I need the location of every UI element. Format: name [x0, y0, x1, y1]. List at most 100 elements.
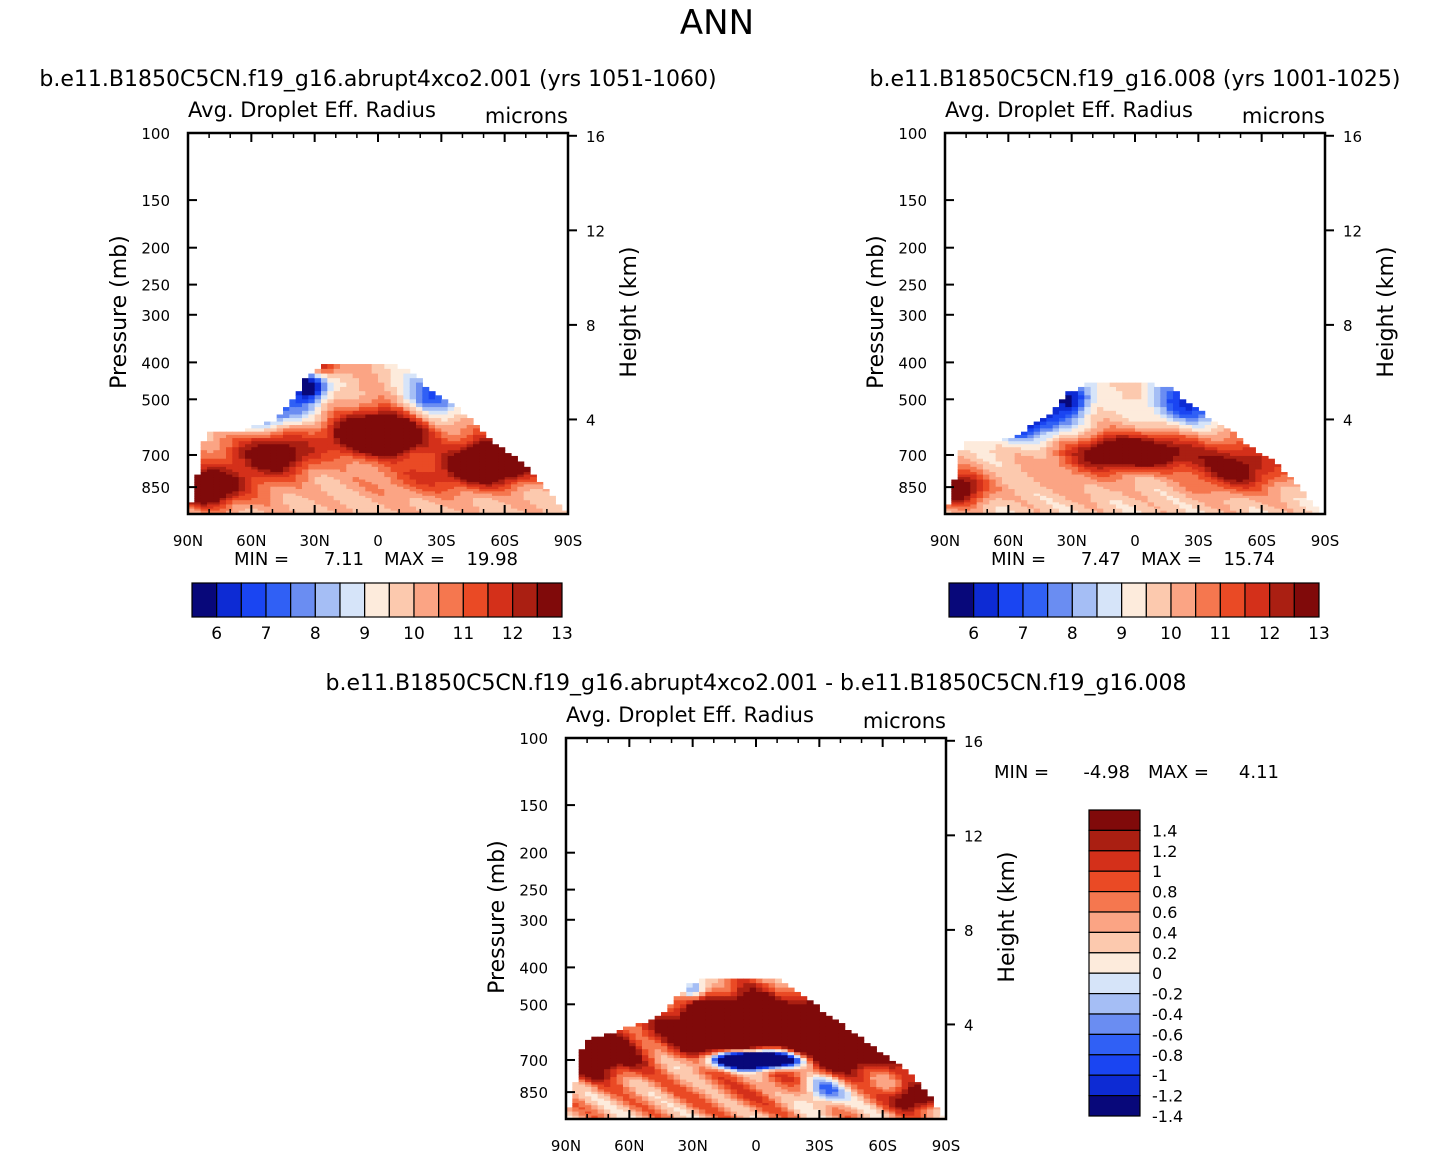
contour-cell	[578, 1089, 586, 1093]
contour-cell	[1135, 410, 1142, 416]
contour-cell	[1166, 481, 1174, 485]
colorbar-label: 11	[453, 624, 475, 644]
contour-cell	[976, 486, 984, 490]
contour-cell	[1021, 502, 1028, 506]
contour-cell	[680, 1071, 687, 1076]
contour-cell	[403, 391, 411, 396]
contour-cell	[549, 508, 556, 512]
contour-cell	[1236, 491, 1244, 495]
contour-cell	[1014, 464, 1022, 468]
contour-cell	[591, 1052, 599, 1056]
contour-cell	[1046, 444, 1054, 448]
contour-cell	[435, 447, 442, 451]
contour-cell	[1293, 484, 1301, 488]
contour-cell	[257, 500, 265, 503]
contour-cell	[390, 425, 398, 429]
contour-cell	[1021, 438, 1028, 442]
contour-cell	[378, 481, 385, 485]
contour-cell	[403, 382, 411, 388]
contour-cell	[1230, 489, 1237, 492]
contour-cell	[416, 484, 423, 488]
contour-cell	[340, 382, 347, 388]
contour-cell	[1052, 441, 1060, 445]
contour-cell	[623, 1058, 630, 1062]
contour-cell	[542, 489, 550, 492]
contour-cell	[1185, 495, 1193, 499]
contour-cell	[1052, 486, 1060, 490]
colorbar-swatch	[462, 582, 489, 618]
contour-cell	[648, 1026, 656, 1031]
contour-cell	[1021, 491, 1028, 495]
contour-cell	[957, 472, 965, 476]
contour-cell	[1173, 481, 1180, 485]
contour-cell	[492, 458, 499, 463]
contour-cell	[207, 458, 214, 463]
contour-cell	[378, 444, 385, 448]
contour-cell	[648, 1046, 656, 1050]
contour-cell	[1230, 461, 1237, 465]
contour-cell	[428, 464, 436, 468]
contour-cell	[1097, 461, 1104, 465]
contour-cell	[1185, 491, 1193, 495]
contour-cell	[314, 461, 322, 465]
contour-cell	[333, 425, 341, 429]
contour-cell	[1141, 407, 1149, 412]
colorbar-swatch	[1293, 582, 1320, 618]
contour-cell	[1065, 510, 1073, 514]
contour-cell	[1261, 469, 1269, 473]
contour-cell	[511, 489, 518, 492]
contour-cell	[1179, 455, 1187, 460]
contour-cell	[359, 506, 366, 510]
contour-cell	[333, 453, 341, 457]
contour-cell	[479, 484, 487, 488]
contour-cell	[302, 493, 309, 497]
contour-cell	[473, 441, 480, 445]
contour-cell	[352, 378, 360, 384]
contour-cell	[1109, 464, 1117, 468]
contour-cell	[1198, 441, 1206, 445]
contour-cell	[466, 444, 474, 448]
contour-cell	[1160, 486, 1168, 490]
contour-cell	[1179, 453, 1187, 457]
contour-cell	[629, 1039, 637, 1044]
contour-cell	[257, 466, 265, 471]
contour-cell	[673, 1084, 681, 1088]
contour-cell	[1242, 461, 1250, 465]
x-tick-label: 30S	[1184, 532, 1213, 550]
contour-cell	[1223, 498, 1231, 501]
contour-cell	[473, 464, 480, 468]
contour-cell	[1071, 486, 1079, 490]
contour-cell	[289, 479, 297, 483]
contour-cell	[610, 1098, 618, 1102]
contour-cell	[314, 438, 322, 442]
contour-cell	[1084, 498, 1092, 501]
contour-cell	[302, 498, 309, 501]
contour-cell	[232, 500, 240, 503]
contour-cell	[289, 484, 297, 488]
contour-cell	[245, 479, 252, 483]
contour-cell	[1147, 481, 1155, 485]
contour-cell	[1008, 450, 1016, 454]
contour-cell	[1046, 474, 1054, 478]
contour-cell	[1078, 472, 1085, 476]
contour-cell	[1103, 479, 1111, 483]
contour-cell	[970, 469, 978, 473]
contour-cell	[447, 438, 455, 442]
contour-cell	[428, 472, 436, 476]
contour-cell	[454, 508, 461, 512]
contour-cell	[1116, 431, 1123, 436]
contour-cell	[1084, 399, 1092, 404]
contour-cell	[479, 500, 487, 503]
contour-cell	[504, 500, 512, 503]
contour-cell	[945, 504, 952, 508]
contour-cell	[995, 444, 1003, 448]
contour-cell	[1185, 421, 1193, 426]
contour-cell	[623, 1086, 630, 1090]
contour-cell	[194, 486, 202, 490]
contour-cell	[428, 504, 436, 508]
contour-cell	[390, 474, 398, 478]
contour-cell	[302, 466, 309, 471]
contour-cell	[314, 403, 322, 408]
contour-cell	[264, 464, 271, 468]
contour-cell	[232, 486, 240, 490]
